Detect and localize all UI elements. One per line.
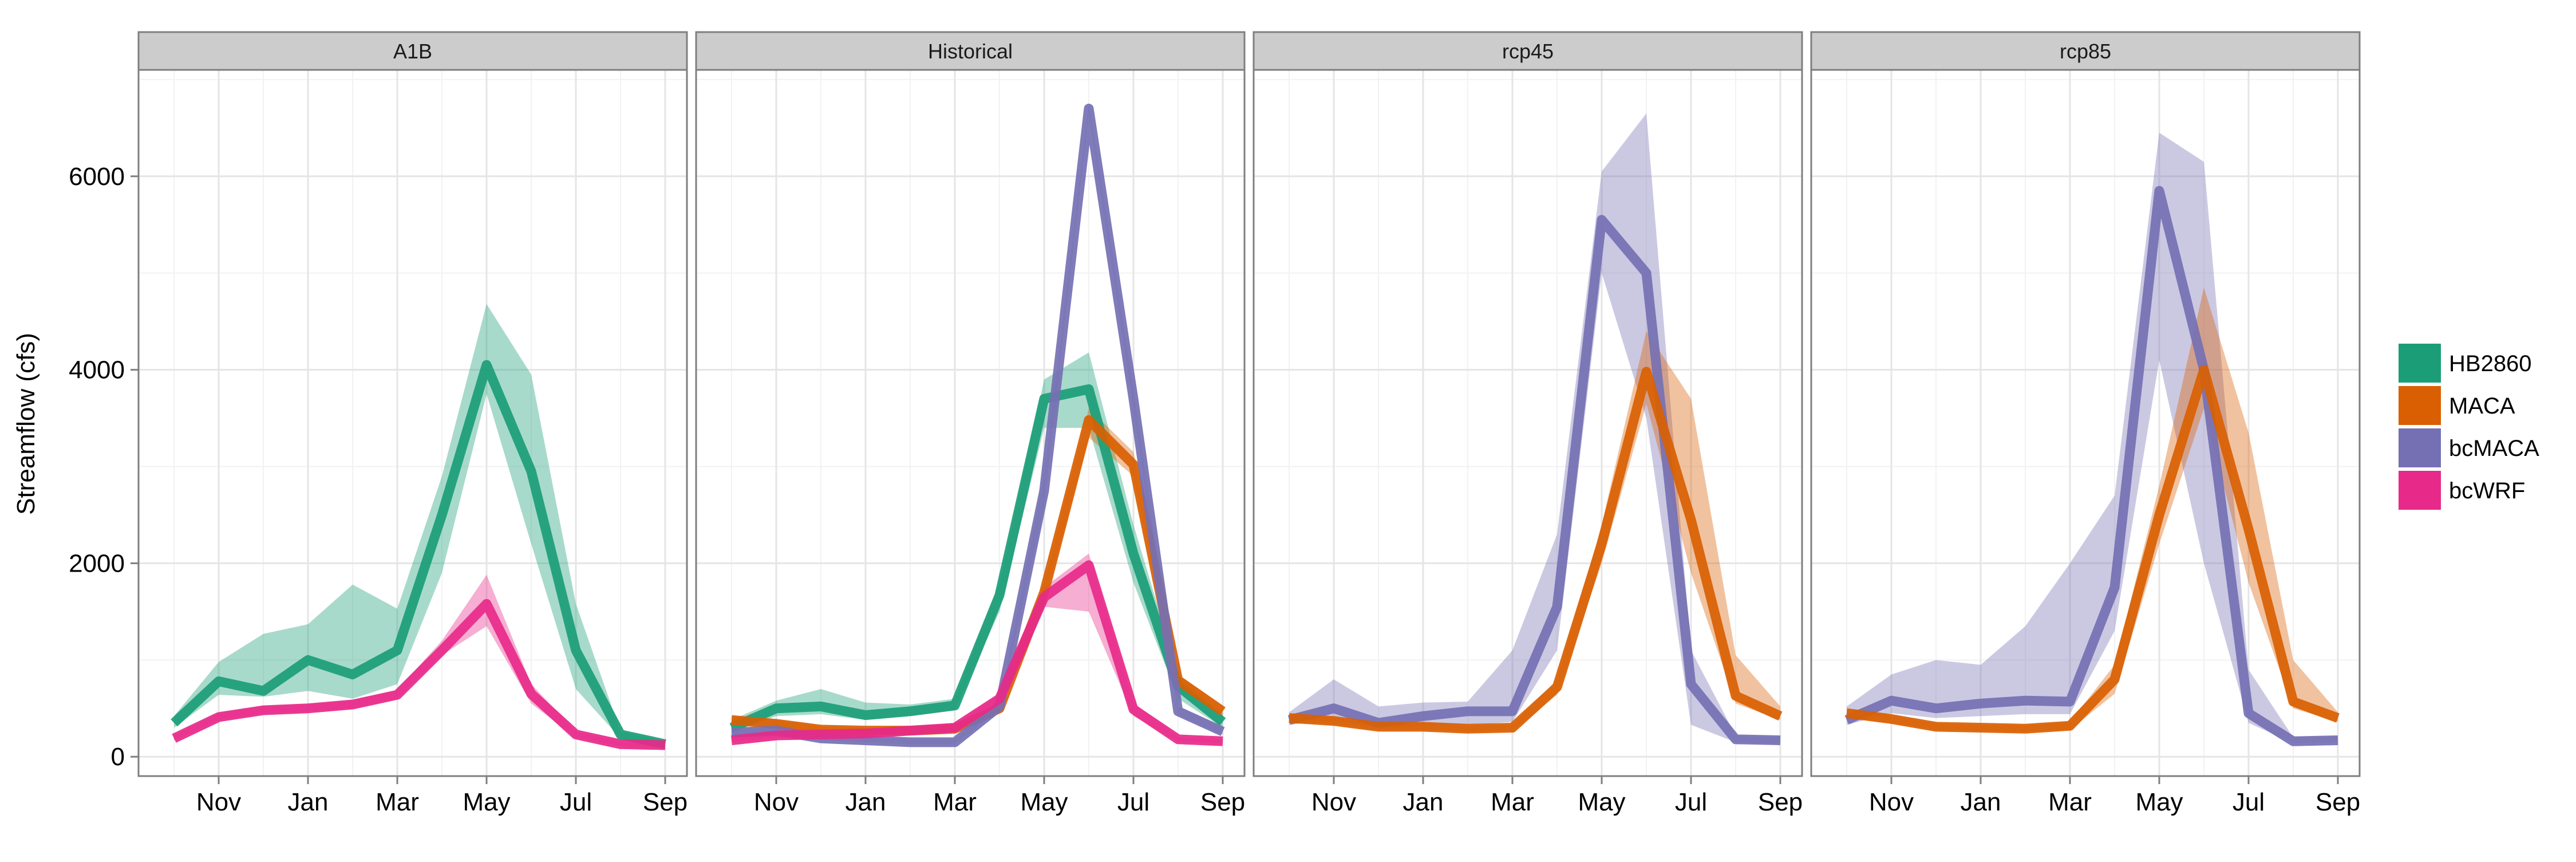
- series-line-bcmaca: [1287, 215, 1781, 746]
- legend-label: bcMACA: [2449, 436, 2539, 461]
- x-tick-label: Mar: [376, 788, 419, 816]
- panel-border: [695, 69, 1246, 777]
- panel-border: [1253, 69, 1803, 777]
- legend-item-maca: MACA: [2399, 386, 2515, 425]
- ribbon-bcmaca: [1289, 113, 1780, 743]
- legend-item-bcwrf: bcWRF: [2399, 471, 2525, 510]
- legend-key: [2399, 386, 2441, 425]
- x-tick-label: Jan: [1403, 788, 1444, 816]
- x-tick-label: May: [1578, 788, 1625, 816]
- x-tick-label: May: [1020, 788, 1068, 816]
- y-axis-title: Streamflow (cfs): [12, 333, 40, 515]
- panel-strip: [137, 31, 688, 71]
- series-line-maca: [1846, 365, 2340, 734]
- x-tick-label: Sep: [1758, 788, 1803, 816]
- panel-strip-title: rcp45: [1502, 40, 1554, 63]
- panel-background: [139, 70, 687, 776]
- legend-key: [2399, 344, 2441, 383]
- panel-background: [1254, 70, 1802, 776]
- x-tick-label: Sep: [2316, 788, 2360, 816]
- panel-strip-title: A1B: [393, 40, 432, 63]
- panel-border: [1810, 69, 2361, 777]
- ribbon-hb2860: [174, 304, 665, 746]
- x-tick-label: Nov: [196, 788, 241, 816]
- x-tick-label: Sep: [643, 788, 688, 816]
- panel-strip-title: rcp85: [2060, 40, 2111, 63]
- x-tick-label: Mar: [2048, 788, 2092, 816]
- legend-label: bcWRF: [2449, 478, 2525, 503]
- x-tick-label: Nov: [1869, 788, 1914, 816]
- panel-border: [137, 69, 688, 777]
- x-tick-label: Nov: [754, 788, 799, 816]
- y-tick-label: 4000: [69, 356, 125, 384]
- x-tick-label: Mar: [1491, 788, 1534, 816]
- series-line-hb2860: [729, 384, 1226, 733]
- x-tick-label: Jul: [560, 788, 592, 816]
- x-tick-label: Jul: [1675, 788, 1707, 816]
- legend-item-hb2860: HB2860: [2399, 344, 2532, 383]
- series-line-bcmaca: [1844, 186, 2338, 746]
- legend-label: MACA: [2449, 393, 2515, 419]
- panel-rcp85: rcp85 Nov Jan Mar May Jul Sep: [1810, 31, 2361, 816]
- panel-rcp45: rcp45 Nov Jan Mar May Jul Sep: [1253, 31, 1803, 816]
- x-tick-label: Mar: [933, 788, 977, 816]
- legend-label: HB2860: [2449, 351, 2532, 376]
- panel-strip: [1253, 31, 1803, 71]
- legend-key: [2399, 428, 2441, 467]
- x-tick-label: Nov: [1311, 788, 1356, 816]
- y-tick-label: 0: [111, 743, 125, 771]
- x-tick-label: Jan: [1961, 788, 2001, 816]
- ribbon-bcmaca: [1847, 132, 2338, 743]
- panel-strip: [695, 31, 1246, 71]
- facet-panels: A1B Nov Jan Mar May Jul Sep 0 2000 4000 6000 Histor…: [69, 31, 2361, 816]
- series-line-bcwrf: [731, 560, 1223, 746]
- x-tick-label: Jul: [2233, 788, 2265, 816]
- y-tick-label: 2000: [69, 549, 125, 577]
- x-tick-label: Sep: [1200, 788, 1245, 816]
- x-tick-label: May: [2135, 788, 2183, 816]
- y-tick-label: 6000: [69, 163, 125, 191]
- panel-historical: Historical Nov Jan Mar May Jul Sep: [695, 31, 1246, 816]
- legend: HB2860 MACA bcMACA bcWRF: [2399, 344, 2539, 510]
- series-line-maca: [1289, 367, 1783, 734]
- ribbon-maca: [1289, 331, 1780, 732]
- series-line-hb2860: [171, 360, 666, 749]
- x-tick-label: May: [463, 788, 510, 816]
- panel-strip-title: Historical: [928, 40, 1013, 63]
- x-tick-label: Jan: [288, 788, 329, 816]
- x-tick-label: Jul: [1117, 788, 1149, 816]
- panel-a1b: A1B Nov Jan Mar May Jul Sep 0 2000 4000 6000: [69, 31, 688, 816]
- x-tick-label: Jan: [846, 788, 886, 816]
- legend-key: [2399, 471, 2441, 510]
- legend-item-bcmaca: bcMACA: [2399, 428, 2539, 467]
- series-line-bcwrf: [172, 599, 666, 750]
